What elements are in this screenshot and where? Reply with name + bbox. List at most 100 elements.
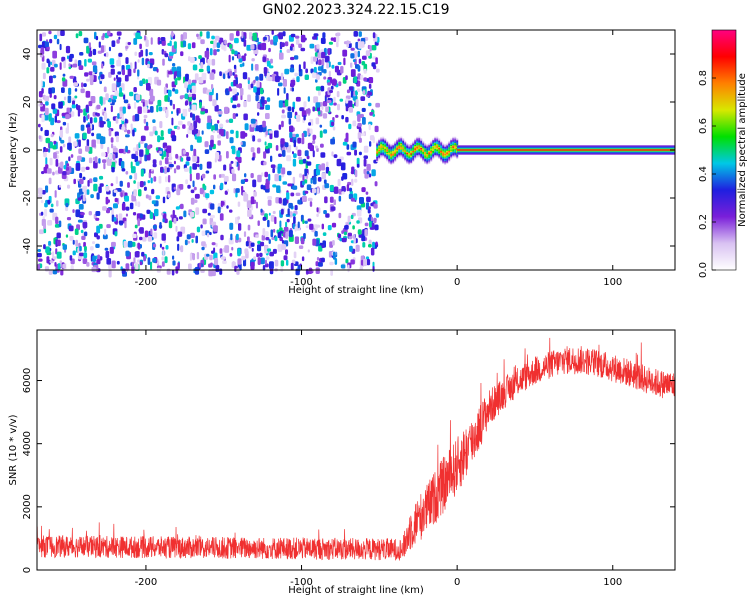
- spectrogram-cell: [400, 146, 403, 148]
- spectrogram-cell: [166, 145, 172, 154]
- spectrogram-cell: [89, 117, 93, 124]
- spectrogram-cell: [266, 248, 272, 252]
- spectrogram-cell: [290, 33, 296, 38]
- spectrogram-cell: [420, 145, 423, 147]
- spectrogram-cell: [132, 147, 137, 152]
- spectrogram-cell: [350, 214, 354, 220]
- spectrogram-cell: [390, 146, 393, 148]
- spectrogram-cell: [434, 152, 437, 154]
- spectrogram-cell: [55, 159, 59, 167]
- spectrogram-cell: [139, 227, 144, 234]
- spectrogram-cell: [155, 147, 159, 151]
- spectrogram-cell: [363, 258, 367, 267]
- spectrogram-cell: [304, 74, 309, 80]
- spectrogram-cell: [335, 35, 340, 43]
- spectrogram-cell: [404, 144, 407, 146]
- spectrogram-cell: [224, 39, 227, 45]
- spectrogram-cell: [448, 149, 451, 151]
- spectrogram-cell: [454, 156, 457, 158]
- spectrogram-cell: [190, 57, 195, 63]
- x-tick-label: -200: [135, 277, 158, 288]
- y-tick-label: 20: [22, 96, 33, 109]
- spectrogram-cell: [148, 52, 153, 56]
- spectrogram-cell: [346, 144, 350, 150]
- spectrogram-cell: [412, 148, 415, 150]
- spectrogram-cell: [150, 228, 153, 235]
- spectrogram-cell: [102, 97, 106, 105]
- spectrogram-cell: [95, 35, 99, 41]
- spectrogram-cell: [382, 139, 385, 141]
- spectrogram-cell: [58, 101, 63, 109]
- spectrogram-cell: [137, 201, 141, 208]
- spectrogram-cell: [98, 186, 102, 194]
- spectrogram-cell: [135, 94, 141, 101]
- spectrogram-cell: [67, 184, 71, 189]
- spectrogram-cell: [42, 190, 46, 195]
- spectrogram-cell: [422, 148, 425, 150]
- spectrogram-cell: [386, 156, 389, 158]
- spectrogram-cell: [434, 142, 437, 145]
- spectrogram-cell: [400, 141, 403, 143]
- spectrogram-cell: [142, 101, 145, 107]
- spectrogram-cell: [434, 154, 437, 157]
- spectrogram-cell: [286, 259, 289, 266]
- spectrogram-cell: [170, 32, 175, 36]
- spectrogram-cell: [424, 152, 427, 155]
- spectrogram-cell: [145, 121, 149, 127]
- spectrogram-cell: [352, 141, 357, 148]
- spectrogram-cell: [104, 247, 109, 251]
- spectrogram-cell: [83, 252, 88, 259]
- spectrogram-cell: [191, 42, 196, 49]
- spectrogram-cell: [376, 160, 379, 162]
- spectrogram-cell: [440, 146, 443, 149]
- spectrogram-cell: [424, 161, 427, 163]
- spectrogram-cell: [454, 146, 457, 148]
- spectrogram-cell: [345, 75, 348, 81]
- spectrogram-cell: [282, 31, 286, 37]
- spectrogram-cell: [446, 148, 449, 150]
- spectrogram-cell: [440, 160, 443, 162]
- spectrogram-cell: [380, 148, 383, 151]
- spectrogram-cell: [111, 241, 116, 247]
- spectrogram-cell: [235, 188, 240, 193]
- spectrogram-cell: [236, 84, 241, 88]
- spectrogram-cell: [265, 104, 270, 110]
- spectrogram-cell: [196, 133, 200, 137]
- spectrogram-cell: [192, 97, 196, 101]
- spectrogram-cell: [454, 140, 457, 142]
- spectrogram-cell: [448, 153, 451, 155]
- spectrogram-cell: [446, 159, 449, 161]
- spectrogram-cell: [430, 141, 433, 143]
- spectrogram-cell: [256, 102, 261, 109]
- spectrogram-cell: [120, 192, 123, 198]
- spectrogram-cell: [386, 142, 389, 144]
- spectrogram-cell: [363, 155, 368, 159]
- spectrogram-cell: [448, 158, 451, 160]
- spectrogram-cell: [137, 106, 142, 114]
- spectrogram-cell: [78, 204, 84, 210]
- spectrogram-cell: [303, 61, 306, 70]
- spectrogram-cell: [329, 261, 334, 266]
- spectrogram-cell: [144, 100, 148, 107]
- spectrogram-cell: [340, 162, 346, 171]
- spectrogram-cell: [75, 33, 79, 39]
- spectrogram-cell: [398, 139, 401, 141]
- spectrogram-cell: [258, 125, 263, 133]
- spectrogram-cell: [144, 35, 147, 41]
- spectrogram-cell: [164, 53, 169, 58]
- spectrogram-cell: [408, 162, 411, 164]
- spectrogram-cell: [336, 32, 341, 37]
- spectrogram-cell: [110, 68, 115, 75]
- spectrogram-cell: [329, 184, 334, 192]
- spectrogram-cell: [90, 194, 94, 199]
- spectrogram-cell: [41, 171, 45, 175]
- spectrogram-cell: [404, 150, 407, 152]
- spectrogram-cell: [378, 155, 381, 157]
- spectrogram-cell: [357, 229, 362, 235]
- spectrogram-cell: [438, 156, 441, 158]
- spectrogram-cell: [346, 40, 351, 44]
- spectrogram-cell: [438, 145, 441, 147]
- spectrogram-cell: [440, 142, 443, 144]
